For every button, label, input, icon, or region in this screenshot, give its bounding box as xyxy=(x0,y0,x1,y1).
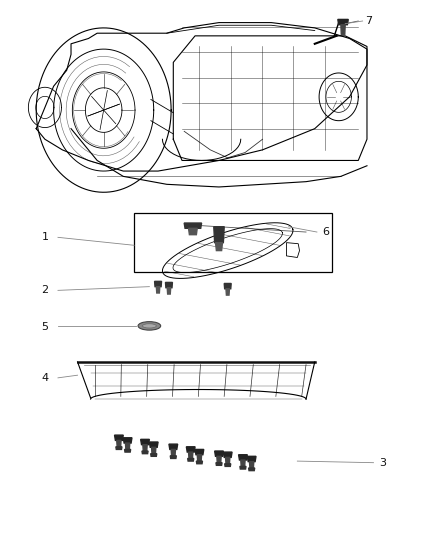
Polygon shape xyxy=(117,440,121,447)
Polygon shape xyxy=(149,442,158,447)
Text: 1: 1 xyxy=(42,232,49,243)
Polygon shape xyxy=(239,455,247,460)
Ellipse shape xyxy=(138,321,161,330)
Polygon shape xyxy=(170,456,177,458)
Text: 6: 6 xyxy=(322,227,329,237)
Polygon shape xyxy=(155,281,162,287)
Polygon shape xyxy=(226,289,230,295)
Polygon shape xyxy=(216,463,222,465)
Polygon shape xyxy=(197,455,201,461)
Polygon shape xyxy=(152,447,156,454)
Polygon shape xyxy=(214,227,224,243)
Polygon shape xyxy=(186,447,195,452)
Polygon shape xyxy=(241,460,245,466)
Polygon shape xyxy=(151,454,157,456)
Polygon shape xyxy=(142,451,148,454)
Text: 7: 7 xyxy=(366,16,373,26)
Polygon shape xyxy=(167,288,171,294)
Polygon shape xyxy=(124,449,131,452)
Polygon shape xyxy=(171,449,176,456)
Text: 5: 5 xyxy=(42,322,49,333)
Polygon shape xyxy=(141,439,149,445)
Polygon shape xyxy=(169,444,178,449)
Polygon shape xyxy=(224,284,231,289)
Polygon shape xyxy=(156,287,160,293)
Ellipse shape xyxy=(142,324,156,328)
Polygon shape xyxy=(187,458,194,461)
Polygon shape xyxy=(217,456,221,463)
Polygon shape xyxy=(188,228,197,235)
Polygon shape xyxy=(125,443,130,449)
Polygon shape xyxy=(240,466,246,469)
Polygon shape xyxy=(184,223,201,228)
Polygon shape xyxy=(115,435,123,440)
Text: 3: 3 xyxy=(379,458,386,467)
Polygon shape xyxy=(166,282,173,288)
Polygon shape xyxy=(143,445,147,451)
Polygon shape xyxy=(196,461,202,464)
Polygon shape xyxy=(247,456,256,462)
Polygon shape xyxy=(215,243,223,251)
Polygon shape xyxy=(195,449,204,455)
Polygon shape xyxy=(116,447,122,449)
Polygon shape xyxy=(123,438,132,443)
Polygon shape xyxy=(226,457,230,464)
Polygon shape xyxy=(338,19,348,25)
Bar xyxy=(134,214,332,272)
Text: 4: 4 xyxy=(41,373,49,383)
Polygon shape xyxy=(249,468,254,471)
Text: 2: 2 xyxy=(41,285,49,295)
Polygon shape xyxy=(223,452,232,457)
Polygon shape xyxy=(188,452,193,458)
Polygon shape xyxy=(225,464,231,466)
Polygon shape xyxy=(341,25,345,34)
Polygon shape xyxy=(250,462,254,468)
Polygon shape xyxy=(215,451,223,456)
